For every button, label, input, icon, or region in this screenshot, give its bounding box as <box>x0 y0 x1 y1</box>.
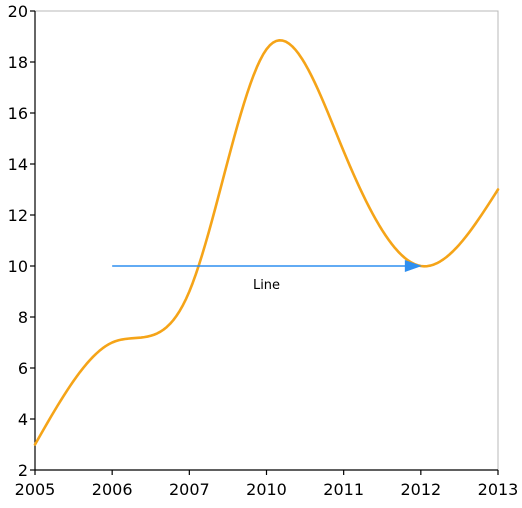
x-tick-label: 2006 <box>92 480 133 499</box>
x-tick-label: 2010 <box>246 480 287 499</box>
y-tick-label: 10 <box>8 257 28 276</box>
x-tick-label: 2007 <box>169 480 210 499</box>
x-tick-label: 2005 <box>15 480 56 499</box>
x-axis-ticks: 2005 2006 2007 2010 2011 2012 2013 <box>15 470 519 499</box>
annotation-layer: Line <box>112 260 422 293</box>
y-axis-ticks: 2 4 6 8 10 12 14 16 18 20 <box>8 2 35 480</box>
x-tick-label: 2013 <box>478 480 519 499</box>
plot-border <box>34 10 499 471</box>
annotation-arrow-head <box>404 260 422 272</box>
x-tick-label: 2012 <box>400 480 441 499</box>
y-tick-label: 4 <box>18 410 28 429</box>
y-tick-label: 2 <box>18 461 28 480</box>
y-tick-label: 6 <box>18 359 28 378</box>
y-tick-label: 14 <box>8 155 28 174</box>
series-line <box>33 39 500 446</box>
y-tick-label: 18 <box>8 53 28 72</box>
series-layer <box>33 39 500 446</box>
y-tick-label: 16 <box>8 104 28 123</box>
x-tick-label: 2011 <box>323 480 364 499</box>
y-tick-label: 20 <box>8 2 28 21</box>
annotation-label: Line <box>253 278 280 293</box>
y-tick-label: 8 <box>18 308 28 327</box>
y-tick-label: 12 <box>8 206 28 225</box>
